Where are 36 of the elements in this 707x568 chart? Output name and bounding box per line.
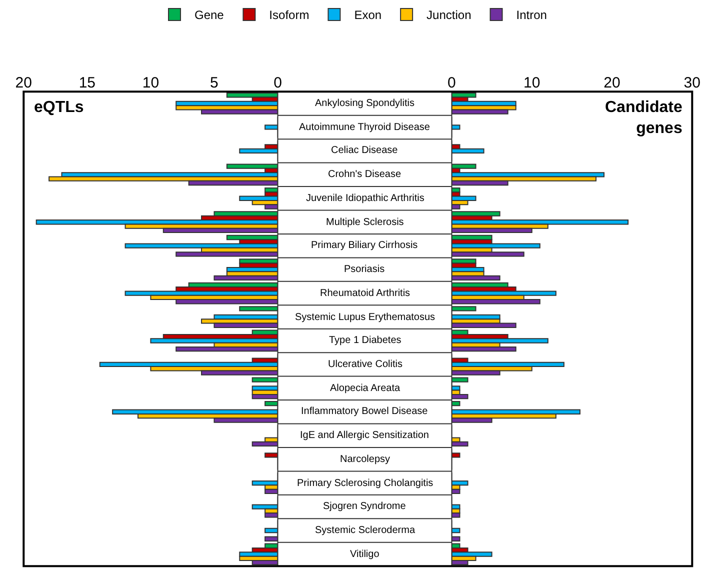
x-tick-label: 10	[524, 74, 540, 92]
y-tick-label: Inflammatory Bowel Disease	[301, 406, 428, 417]
x-tick-label: 0	[274, 74, 282, 92]
y-tick-label: Ulcerative Colitis	[328, 359, 402, 370]
x-tick-label: 20	[15, 74, 32, 92]
y-tick-label: Psoriasis	[344, 264, 385, 275]
y-tick-label: IgE and Allergic Sensitization	[300, 430, 429, 441]
legend-label: Gene	[194, 8, 224, 22]
y-tick-label: Ankylosing Spondylitis	[315, 98, 414, 109]
y-tick-label: Sjogren Syndrome	[323, 501, 406, 512]
y-tick-label: Juvenile Idiopathic Arthritis	[306, 193, 424, 204]
x-tick-label: 15	[78, 74, 96, 92]
y-tick-label: Multiple Sclerosis	[326, 217, 404, 228]
y-tick-label: Type 1 Diabetes	[329, 335, 402, 346]
legend-label: Intron	[516, 8, 547, 22]
text: Candidate genes	[605, 99, 682, 137]
y-tick-label: Primary Sclerosing Cholangitis	[297, 478, 434, 489]
x-tick-label: 20	[604, 74, 620, 92]
legend-label: Isoform	[269, 8, 310, 22]
chart-title: eQTLs	[34, 99, 84, 116]
y-tick-label: Crohn's Disease	[328, 169, 402, 180]
x-tick-label: 5	[210, 74, 218, 92]
x-tick-label: 0	[448, 74, 456, 92]
y-tick-label: Celiac Disease	[331, 145, 398, 156]
y-tick-label: Systemic Lupus Erythematosus	[295, 312, 436, 323]
y-tick-label: Systemic Scleroderma	[315, 525, 416, 536]
y-tick-label: Vitiligo	[350, 549, 380, 560]
y-tick-label: Narcolepsy	[340, 454, 390, 465]
x-tick-label: 10	[142, 74, 160, 92]
legend-label: Junction	[426, 8, 472, 22]
y-tick-label: Autoimmune Thyroid Disease	[299, 122, 430, 133]
legend-label: Exon	[354, 8, 382, 22]
y-tick-label: Rheumatoid Arthritis	[320, 288, 410, 299]
y-tick-label: Alopecia Areata	[330, 383, 400, 394]
x-tick-label: 30	[684, 74, 700, 92]
y-tick-label: Primary Biliary Cirrhosis	[311, 240, 418, 251]
